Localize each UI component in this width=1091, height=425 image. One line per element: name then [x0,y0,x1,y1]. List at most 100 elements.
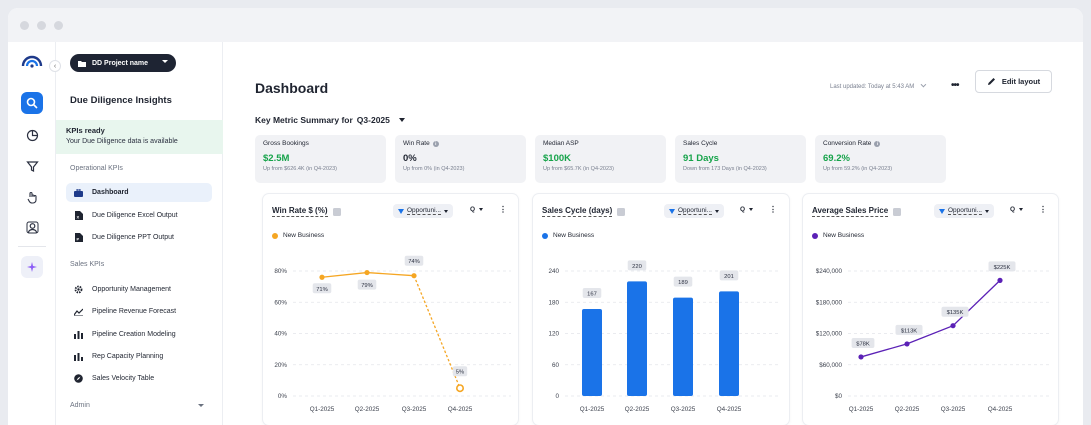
metric-value: 69.2% [823,153,850,164]
filter-icon [398,208,404,214]
data-label: $78K [856,341,870,347]
metric-card[interactable]: Sales Cycle 91 Days Down from 173 Days (in… [675,135,806,183]
expand-icon[interactable] [332,207,341,216]
period-selector[interactable]: Q [1010,206,1024,213]
project-selector[interactable]: DD Project name [70,54,176,72]
sidebar-item-opportunity-management[interactable]: Opportunity Management [66,280,212,299]
card-title: Sales Cycle (days) [542,206,626,217]
section-sales-kpis: Sales KPIs [70,261,105,268]
sidebar-item-excel-output[interactable]: X Due Diligence Excel Output [66,206,212,225]
sidebar-item-rep-capacity-planning[interactable]: Rep Capacity Planning [66,347,212,366]
kebab-menu-icon[interactable]: ⋮ [769,205,777,214]
search-icon [26,97,38,109]
kebab-menu-icon[interactable]: ⋮ [499,205,507,214]
expand-icon[interactable] [617,207,626,216]
sidebar-item-pipeline-revenue-forecast[interactable]: Pipeline Revenue Forecast [66,302,212,321]
pointer-icon [27,191,37,204]
opportunity-filter[interactable]: Opportuni... [664,204,724,218]
info-icon[interactable]: i [874,140,881,147]
chevron-down-icon [1019,208,1024,211]
expand-icon[interactable] [893,207,902,216]
y-tick-label: 0 [555,393,559,400]
metric-card[interactable]: Gross Bookings $2.5M Up from $626.4K (in Q… [255,135,386,183]
app-window: ‹ DD Project name Due Diligence Insights… [8,8,1083,425]
section-admin-label: Admin [70,402,90,409]
data-label: 220 [632,264,642,270]
data-point [456,384,465,393]
legend: New Business [542,232,594,239]
excel-file-icon: X [74,211,83,220]
sidebar-item-label: Sales Velocity Table [92,375,155,382]
metric-card[interactable]: Win Rate i 0% Up from 0% (in Q4-2023) [395,135,526,183]
filter-nav-button[interactable] [21,155,43,177]
chevron-down-icon [398,118,405,122]
bar [719,291,739,396]
sparkle-icon [27,262,37,272]
data-label-bg [988,261,1016,272]
metric-label-text: Sales Cycle [683,140,718,147]
win-rate-chart: 0% 20% 40% 60% 80% 71% 79% 74% 5% Q1-2025 Q2-2025 Q… [274,255,511,413]
sidebar-item-label: Pipeline Revenue Forecast [92,308,177,315]
data-label-bg [452,366,468,377]
pie-nav-button[interactable] [21,124,43,146]
pencil-icon [987,78,995,85]
sales-cycle-chart: 0 60 120 180 240 167 220 189 201 Q1-2025 Q2-2025 Q3… [548,260,781,413]
chevron-down-icon [749,208,754,211]
data-label: 201 [724,274,734,280]
metric-summary-selector[interactable]: Key Metric Summary for Q3-2025 [255,115,405,125]
metric-label: Win Rate i [403,140,518,147]
kebab-menu-icon[interactable]: ⋮ [1039,205,1047,214]
opportunity-filter[interactable]: Opportuni... [393,204,453,218]
data-label: 74% [408,259,420,265]
insights-nav-button[interactable] [21,92,43,114]
sidebar-item-ppt-output[interactable]: P Due Diligence PPT Output [66,228,212,247]
opportunity-filter[interactable]: Opportuni... [934,204,994,218]
window-titlebar [8,8,1083,42]
y-tick-label: 240 [548,268,559,275]
data-label-bg [404,255,424,266]
period-selector[interactable]: Q [470,206,484,213]
metric-value: 91 Days [683,153,719,164]
more-options-icon[interactable]: ••• [951,80,959,91]
data-label-bg [941,306,969,317]
user-nav-button[interactable] [21,216,43,238]
summary-period: Q3-2025 [356,115,390,125]
data-label-bg [851,337,875,348]
metric-value: $100K [543,153,571,164]
x-tick-label: Q3-2025 [671,406,696,413]
last-updated[interactable]: Last updated: Today at 5:43 AM [830,81,927,90]
x-tick-label: Q4-2025 [448,406,473,413]
sidebar-item-label: Due Diligence PPT Output [92,234,174,241]
ai-nav-button[interactable] [21,256,43,278]
period-selector[interactable]: Q [740,206,754,213]
last-updated-text: Last updated: Today at 5:43 AM [830,84,915,90]
card-title-text: Sales Cycle (days) [542,206,613,217]
briefcase-icon [74,188,83,197]
metric-card[interactable]: Median ASP $100K Up from $65.7K (in Q4-202… [535,135,666,183]
app-logo [20,51,44,73]
sidebar-item-pipeline-creation-modeling[interactable]: Pipeline Creation Modeling [66,325,212,344]
metric-label: Conversion Rate i [823,140,938,147]
x-tick-label: Q1-2025 [310,406,335,413]
period-label: Q [740,206,746,213]
sidebar-item-sales-velocity-table[interactable]: Sales Velocity Table [66,369,212,388]
sidebar-item-dashboard[interactable]: Dashboard [66,183,212,202]
data-label-bg [719,270,739,281]
y-tick-label: 40% [274,331,287,338]
chevron-down-icon [162,60,168,63]
period-label: Q [1010,206,1016,213]
x-tick-label: Q4-2025 [988,406,1013,413]
bar [582,309,602,396]
touch-nav-button[interactable] [21,186,43,208]
edit-layout-button[interactable]: Edit layout [975,70,1052,93]
legend-dot [272,232,278,239]
collapse-sidebar-button[interactable]: ‹ [49,60,61,72]
y-tick-label: 80% [274,268,287,275]
section-operational-kpis: Operational KPIs [70,165,123,172]
summary-label: Key Metric Summary for [255,115,353,125]
metric-card[interactable]: Conversion Rate i 69.2% Up from 59.2% (in Q… [815,135,946,183]
sidebar-item-label: Dashboard [92,189,129,196]
section-admin[interactable]: Admin [70,402,210,409]
info-icon[interactable]: i [432,140,439,147]
folder-icon [78,60,86,67]
